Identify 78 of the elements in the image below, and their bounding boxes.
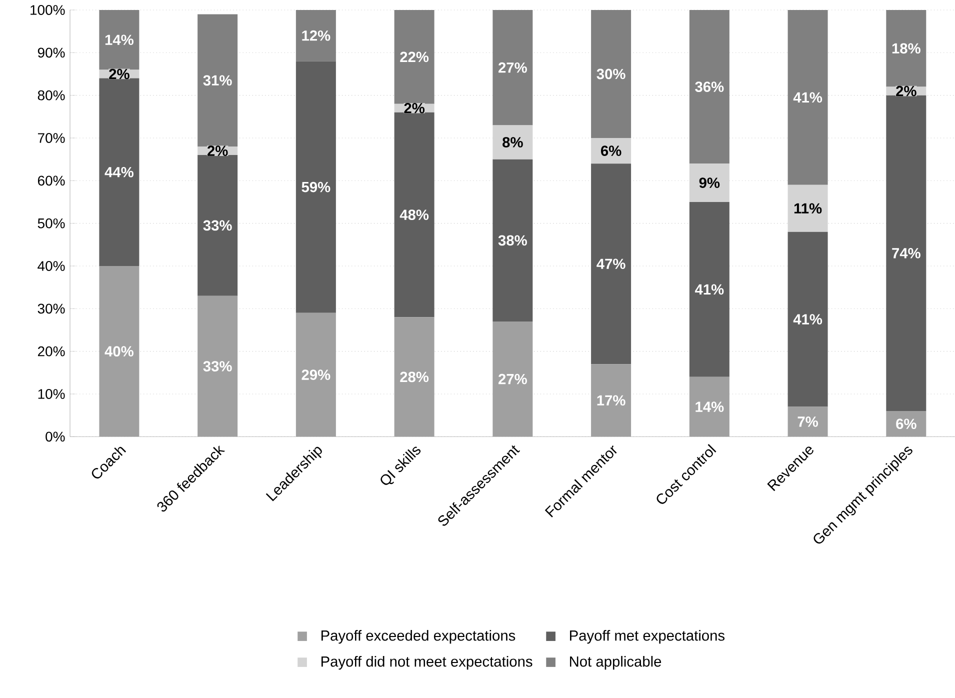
bar — [886, 411, 926, 437]
data-label: 2% — [896, 86, 916, 96]
data-label: 40% — [104, 346, 134, 357]
y-tick-label: 60% — [38, 176, 65, 186]
data-label: 17% — [597, 395, 626, 406]
data-label: 41% — [694, 284, 724, 295]
bar — [689, 202, 730, 377]
data-label: 28% — [400, 372, 429, 382]
data-label: 33% — [203, 220, 232, 231]
bar — [886, 95, 926, 412]
data-label: 41% — [793, 314, 822, 324]
bar — [492, 159, 533, 322]
data-label: 27% — [498, 374, 527, 384]
data-label: 8% — [502, 137, 523, 148]
y-tick-label: 0% — [46, 432, 65, 442]
y-tick-label: 30% — [38, 304, 65, 314]
y-tick-label: 50% — [38, 218, 65, 228]
y-tick-label: 70% — [38, 133, 65, 143]
data-label: 6% — [896, 418, 916, 430]
data-label: 47% — [596, 258, 626, 269]
data-label: 29% — [302, 370, 330, 380]
data-label: 44% — [104, 166, 134, 178]
data-label: 31% — [203, 75, 232, 86]
bar — [591, 164, 632, 364]
bar — [689, 376, 730, 437]
bar — [99, 78, 140, 266]
data-label: 36% — [695, 82, 724, 92]
data-label: 22% — [400, 52, 429, 62]
y-tick-label: 100% — [30, 5, 65, 15]
data-label: 33% — [203, 361, 232, 372]
bar — [788, 406, 828, 437]
bar — [296, 312, 336, 437]
data-label: 12% — [302, 30, 330, 41]
bar — [591, 364, 632, 437]
bar — [394, 317, 434, 437]
bar — [99, 266, 140, 437]
data-label: 41% — [793, 92, 822, 103]
bar — [886, 10, 926, 87]
bar — [788, 232, 828, 407]
bar — [591, 10, 632, 138]
bar — [788, 10, 828, 185]
data-label: 38% — [498, 235, 527, 246]
bar — [394, 112, 434, 318]
data-label: 11% — [794, 203, 822, 214]
y-tick-label: 80% — [38, 90, 65, 100]
bar — [99, 10, 140, 70]
data-label: 2% — [404, 102, 425, 114]
bar — [394, 10, 434, 104]
y-tick-label: 90% — [38, 48, 65, 58]
y-tick-label: 10% — [38, 389, 65, 399]
data-label: 7% — [798, 416, 818, 427]
data-label: 59% — [302, 182, 330, 192]
y-tick-label: 40% — [38, 261, 65, 271]
bar — [492, 321, 533, 437]
bar — [198, 296, 238, 437]
y-tick-label: 20% — [38, 346, 65, 356]
data-label: 74% — [892, 248, 920, 258]
bar — [296, 61, 336, 313]
bar — [689, 10, 730, 164]
bar — [689, 164, 730, 202]
data-label: 48% — [400, 210, 429, 220]
data-label: 2% — [109, 68, 130, 80]
data-label: 2% — [207, 146, 228, 156]
data-label: 30% — [596, 68, 626, 80]
data-label: 14% — [696, 402, 724, 412]
bar — [492, 10, 533, 126]
legend-label: Payoff exceeded expectations — [321, 630, 516, 644]
legend-label: Payoff did not meet expectations — [321, 656, 532, 670]
data-label: 14% — [105, 34, 134, 45]
data-label: 27% — [498, 62, 527, 73]
bar — [198, 155, 238, 296]
bar — [296, 10, 336, 62]
legend-label: Not applicable — [570, 656, 662, 670]
data-label: 18% — [892, 43, 920, 54]
bar — [198, 14, 238, 147]
data-label: 6% — [600, 146, 622, 156]
data-label: 9% — [699, 178, 720, 188]
legend-label: Payoff met expectations — [570, 630, 725, 644]
